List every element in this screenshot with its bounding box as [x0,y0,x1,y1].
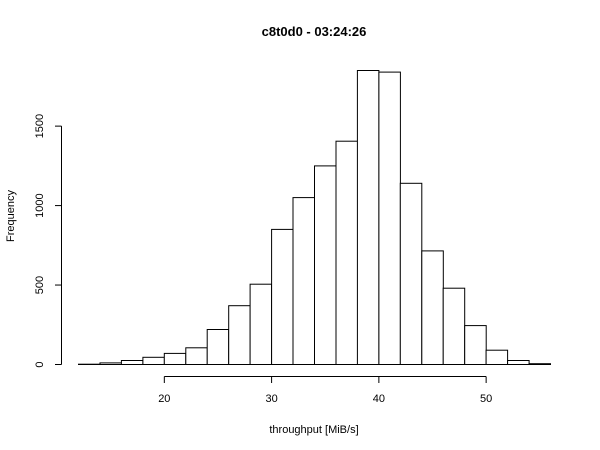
y-tick-label: 1000 [34,193,46,217]
histogram-bar [507,360,530,365]
y-tick-label: 500 [34,276,46,294]
x-tick-label: 50 [480,393,492,405]
y-tick-label: 0 [34,361,46,367]
x-axis-label: throughput [MiB/s] [269,424,358,436]
histogram-bar [335,140,358,365]
x-axis: 20 30 40 50 [158,376,492,405]
histogram-bar [120,360,144,365]
histogram-bar [292,197,315,365]
histogram-bar [399,182,423,365]
bars-group [78,70,551,366]
histogram-bar [378,71,401,365]
histogram-bar [228,305,251,366]
y-axis: 0 500 1000 1500 [34,114,62,368]
histogram-bar [464,325,487,366]
y-tick-label: 1500 [34,114,46,138]
x-tick-label: 40 [373,393,385,405]
chart-title: c8t0d0 - 03:24:26 [262,24,367,39]
histogram-bar [271,228,294,365]
histogram-bar [314,165,337,365]
histogram-bar [421,250,444,365]
histogram-bar [442,287,466,366]
x-tick-label: 20 [158,393,170,405]
histogram-bar [249,283,273,366]
histogram-bar [356,70,380,365]
x-tick-label: 30 [265,393,277,405]
histogram-bar [206,329,230,365]
histogram-bar [99,362,122,365]
histogram-bar [142,356,165,365]
histogram-bar [528,363,551,366]
histogram-bar [185,347,208,365]
y-axis-label: Frequency [5,190,17,242]
histogram-bar [485,349,509,366]
histogram-bar [163,352,187,365]
